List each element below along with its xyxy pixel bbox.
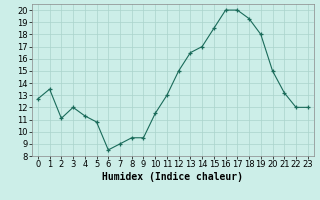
X-axis label: Humidex (Indice chaleur): Humidex (Indice chaleur) bbox=[102, 172, 243, 182]
